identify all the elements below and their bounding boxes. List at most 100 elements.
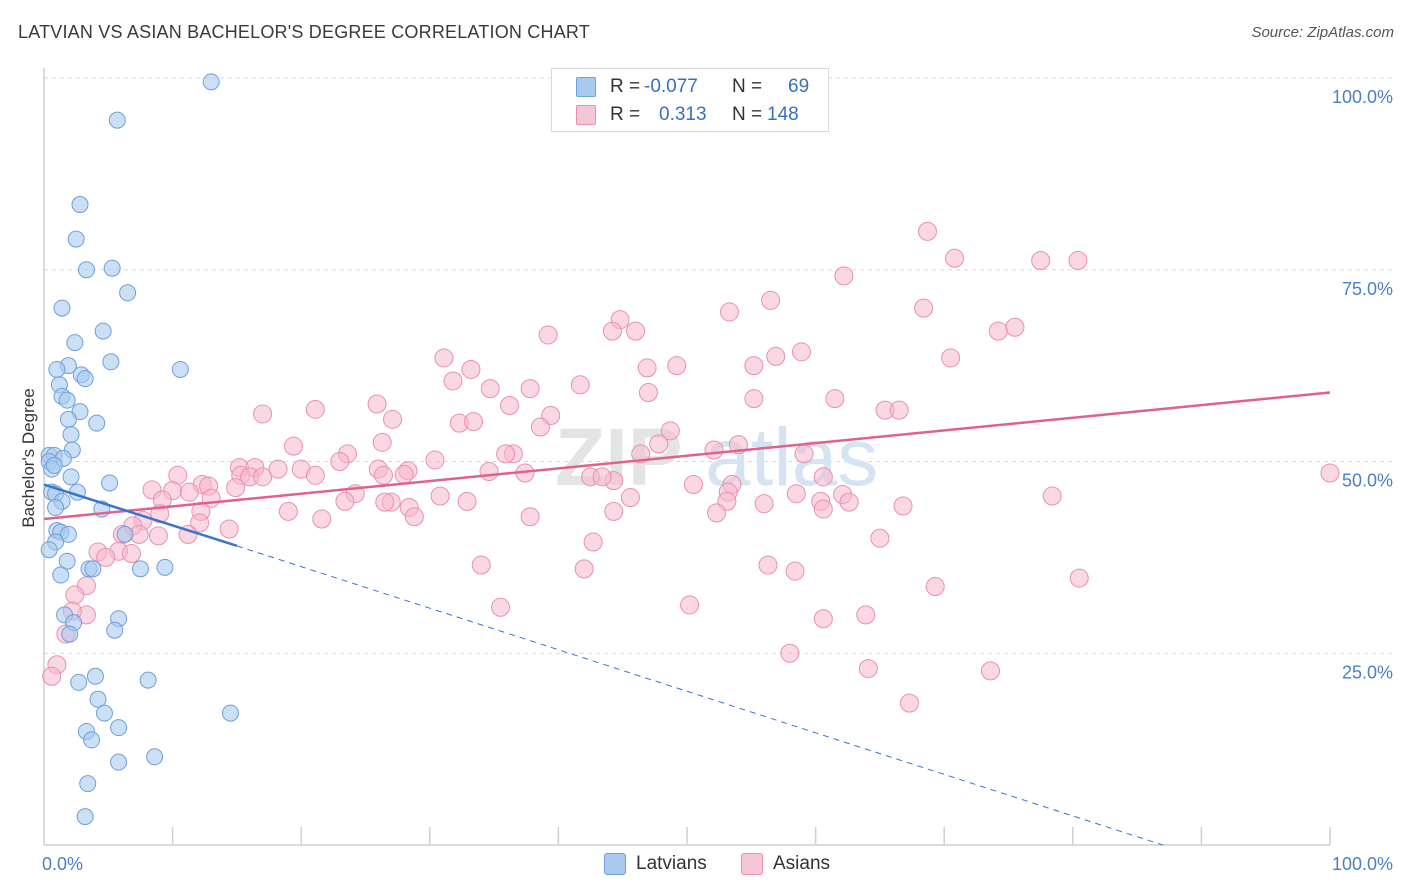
asian-point xyxy=(457,491,477,511)
latvian-point xyxy=(221,704,239,722)
asian-point xyxy=(917,221,937,241)
legend-n-value: 148 xyxy=(767,104,799,125)
asian-point xyxy=(707,503,727,523)
asian-point xyxy=(394,465,414,485)
asian-point xyxy=(305,465,325,485)
asian-point xyxy=(121,544,141,564)
asian-point xyxy=(704,440,724,460)
asian-point xyxy=(754,494,774,514)
y-tick-label: 50.0% xyxy=(1342,471,1393,491)
asian-point xyxy=(574,559,594,579)
asian-point xyxy=(425,450,445,470)
asian-point xyxy=(637,358,657,378)
latvian-point xyxy=(76,370,94,388)
x-tick-label: 100.0% xyxy=(1332,854,1393,874)
asian-point xyxy=(941,348,961,368)
latvian-point xyxy=(103,259,121,277)
asian-legend-swatch xyxy=(741,853,763,875)
asian-point xyxy=(744,389,764,409)
latvian-point xyxy=(131,560,149,578)
asian-point xyxy=(925,577,945,597)
asian-point xyxy=(278,501,298,521)
asian-point xyxy=(335,491,355,511)
asian-point xyxy=(1069,568,1089,588)
latvian-point xyxy=(61,625,79,643)
asian-point xyxy=(649,434,669,454)
latvian-point xyxy=(58,552,76,570)
asian-point xyxy=(1005,317,1025,337)
asian-point xyxy=(660,421,680,441)
asian-point xyxy=(479,461,499,481)
asian-point xyxy=(190,513,210,533)
latvian-point xyxy=(71,196,89,214)
asian-point xyxy=(914,298,934,318)
asian-point xyxy=(893,496,913,516)
asian-point xyxy=(813,609,833,629)
x-tick-label: 0.0% xyxy=(42,854,83,874)
latvian-point xyxy=(94,322,112,340)
legend-n-value: 69 xyxy=(788,76,810,97)
asian-point xyxy=(430,486,450,506)
latvian-point xyxy=(62,468,80,486)
latvian-point xyxy=(89,690,107,708)
latvian-swatch xyxy=(576,77,596,97)
asian-point xyxy=(374,465,394,485)
asian-point xyxy=(491,597,511,617)
y-tick-label: 100.0% xyxy=(1332,87,1393,107)
latvian-point xyxy=(88,414,106,432)
asian-point xyxy=(253,404,273,424)
latvian-point xyxy=(67,230,85,248)
legend-r-label: R = xyxy=(610,104,641,125)
chart-title: LATVIAN VS ASIAN BACHELOR'S DEGREE CORRE… xyxy=(18,22,590,42)
asian-point xyxy=(1320,463,1340,483)
legend-r-value: 0.313 xyxy=(659,104,707,125)
asian-point xyxy=(858,659,878,679)
asian-point xyxy=(480,379,500,399)
asian-point xyxy=(839,492,859,512)
tick-labels: 25.0% 50.0% 75.0% 100.0% 0.0% 100.0% xyxy=(42,87,1393,874)
latvian-trendline-extension xyxy=(236,545,1163,846)
asian-point xyxy=(372,432,392,452)
latvian-legend-swatch xyxy=(604,853,626,875)
asian-point xyxy=(312,509,332,529)
asian-point xyxy=(834,266,854,286)
asian-point xyxy=(794,444,814,464)
legend-row-latvians: R = -0.077 N = 69 xyxy=(552,73,828,101)
asian-point xyxy=(268,459,288,479)
latvian-point xyxy=(116,525,134,543)
asian-point xyxy=(944,248,964,268)
latvian-point xyxy=(119,284,137,302)
latvian-legend-label: Latvians xyxy=(636,853,707,874)
asian-point xyxy=(375,492,395,512)
asian-point xyxy=(667,356,687,376)
asian-point xyxy=(791,342,811,362)
asian-point xyxy=(583,532,603,552)
asian-point xyxy=(330,452,350,471)
asian-point xyxy=(496,444,516,464)
latvian-point xyxy=(86,667,104,685)
asian-point xyxy=(980,661,1000,681)
latvian-point xyxy=(59,410,77,428)
asian-point xyxy=(856,605,876,625)
asian-point xyxy=(604,501,624,521)
y-axis-label: Bachelor's Degree xyxy=(19,388,38,527)
asian-point xyxy=(899,693,919,713)
latvian-point xyxy=(95,704,113,722)
asian-trendline xyxy=(43,391,1331,521)
latvian-point xyxy=(102,353,120,371)
asian-point xyxy=(744,356,764,376)
latvian-point xyxy=(45,456,63,474)
asian-point xyxy=(780,643,800,663)
asian-point xyxy=(1042,486,1062,506)
asian-point xyxy=(626,321,646,341)
y-tick-label: 25.0% xyxy=(1342,662,1393,682)
latvian-point xyxy=(53,299,71,317)
asian-point xyxy=(631,444,651,464)
asian-point xyxy=(471,555,491,575)
latvian-point xyxy=(110,753,128,771)
latvian-point xyxy=(106,621,124,639)
asian-point xyxy=(988,321,1008,341)
asian-point xyxy=(592,467,612,487)
legend-box: R = -0.077 N = 69 R = 0.313 N = 148 xyxy=(551,68,829,132)
asian-point xyxy=(758,555,778,575)
